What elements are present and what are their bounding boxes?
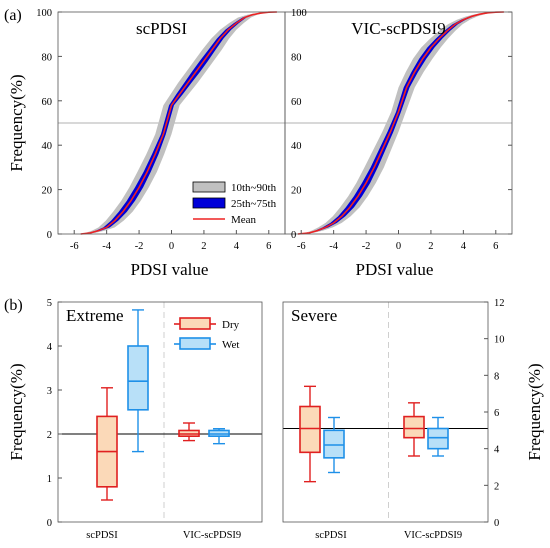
x-tick-label: -6 (70, 241, 79, 252)
x-tick-label: -2 (135, 241, 144, 252)
y-tick-label: 60 (42, 97, 53, 108)
y-tick-label: 10 (494, 335, 505, 346)
y-tick-label: 0 (47, 518, 52, 529)
y-tick-label: 12 (494, 298, 505, 309)
legend-label-10-90: 10th~90th (231, 182, 277, 194)
y-tick-label: 80 (42, 52, 53, 63)
box-dry-vic-scpdsi9 (178, 422, 200, 442)
y-tick-label: 20 (291, 186, 302, 197)
box-wet-scpdsi (323, 416, 345, 474)
y-tick-label: 100 (36, 8, 52, 19)
category-label: scPDSI (86, 530, 118, 541)
panel-title: VIC-scPDSI9 (351, 19, 445, 38)
x-tick-label: -2 (362, 241, 371, 252)
legend-label-dry: Dry (222, 319, 240, 331)
panel-a-letter: (a) (4, 7, 22, 24)
iqr-box (403, 415, 425, 439)
y-tick-label: 40 (291, 141, 302, 152)
mean-line (297, 11, 504, 235)
x-axis-label: PDSI value (131, 260, 209, 279)
x-tick-label: 6 (493, 241, 498, 252)
panel-title: Severe (291, 306, 337, 325)
y-tick-label: 4 (494, 445, 500, 456)
box-dry-vic-scpdsi9 (403, 402, 425, 457)
x-tick-label: -6 (297, 241, 306, 252)
legend-label-25-75: 25th~75th (231, 198, 277, 210)
x-tick-label: -4 (329, 241, 338, 252)
y-tick-label: 6 (494, 408, 499, 419)
panel-title: scPDSI (136, 19, 187, 38)
box-wet-vic-scpdsi9 (208, 428, 230, 445)
box-dry-scpdsi (96, 387, 118, 501)
x-tick-label: 4 (461, 241, 467, 252)
legend: Dry Wet (174, 317, 240, 351)
x-tick-label: -4 (102, 241, 111, 252)
box-panel-0: 0 1 2 3 4 5 scPDSI VIC-scPDSI9 Extreme Frequency(… (7, 298, 263, 541)
legend-swatch-wet (179, 337, 211, 350)
legend-swatch-10-90 (192, 181, 226, 193)
y-tick-label: 0 (291, 230, 296, 241)
x-tick-label: 0 (169, 241, 174, 252)
y-axis-label-left: Frequency(%) (7, 363, 26, 460)
y-axis-label-right: Frequency(%) (525, 363, 544, 460)
legend: 10th~90th 25th~75th Mean (192, 181, 277, 226)
y-tick-label: 0 (494, 518, 499, 529)
box-panel-1: 0 2 4 6 8 10 12 scPDSI VIC-scPDSI9 Severe Frequenc… (282, 298, 544, 541)
y-tick-label: 3 (47, 386, 52, 397)
y-tick-label: 2 (494, 481, 499, 492)
box-wet-vic-scpdsi9 (427, 416, 449, 457)
plot-frame (57, 301, 263, 523)
legend-swatch-25-75 (192, 197, 226, 209)
y-tick-label: 100 (291, 8, 307, 19)
legend-label-mean: Mean (231, 214, 257, 226)
y-tick-label: 1 (47, 474, 52, 485)
y-tick-label: 5 (47, 298, 52, 309)
y-tick-label: 60 (291, 97, 302, 108)
y-axis-label: Frequency(%) (7, 74, 26, 171)
panel-b-letter: (b) (4, 297, 23, 314)
category-label: VIC-scPDSI9 (183, 530, 241, 541)
mean-line (80, 11, 277, 235)
y-tick-label: 0 (47, 230, 52, 241)
x-axis-label: PDSI value (356, 260, 434, 279)
legend-label-wet: Wet (222, 339, 239, 351)
iqr-box (323, 429, 345, 459)
x-tick-label: 2 (428, 241, 433, 252)
x-tick-label: 6 (266, 241, 271, 252)
y-tick-label: 8 (494, 371, 499, 382)
x-tick-label: 4 (234, 241, 240, 252)
y-tick-label: 4 (47, 342, 53, 353)
iqr-box (427, 427, 449, 450)
x-tick-label: 2 (201, 241, 206, 252)
category-label: VIC-scPDSI9 (404, 530, 462, 541)
y-tick-label: 40 (42, 141, 53, 152)
box-wet-scpdsi (127, 309, 149, 453)
iqr-box (127, 345, 149, 411)
iqr-box (299, 405, 321, 454)
panel-title: Extreme (66, 306, 124, 325)
box-dry-scpdsi (299, 385, 321, 483)
legend-swatch-dry (179, 317, 211, 330)
y-tick-label: 2 (47, 430, 52, 441)
x-tick-label: 0 (396, 241, 401, 252)
y-tick-label: 80 (291, 52, 302, 63)
category-label: scPDSI (315, 530, 347, 541)
y-tick-label: 20 (42, 186, 53, 197)
